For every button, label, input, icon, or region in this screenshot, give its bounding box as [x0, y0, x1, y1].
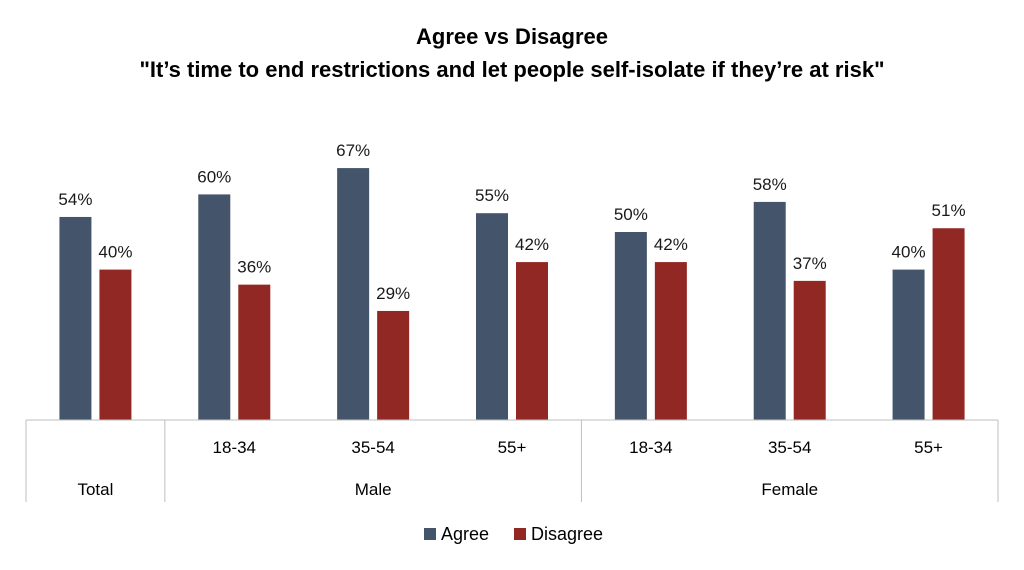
tick-label-2: 35-54: [351, 438, 394, 457]
data-label-agree-0: 54%: [58, 190, 92, 209]
tick-label-4: 18-34: [629, 438, 672, 457]
data-label-disagree-6: 51%: [932, 201, 966, 220]
data-label-agree-2: 67%: [336, 141, 370, 160]
tick-label-6: 55+: [914, 438, 943, 457]
legend-label-agree: Agree: [441, 524, 489, 544]
category-axis: Total 18-34 35-54 55+ Male 18-34 35-54 55+ Femal…: [25, 419, 999, 502]
tick-label-1: 18-34: [213, 438, 256, 457]
data-label-disagree-2: 29%: [376, 284, 410, 303]
bar-agree-5: [753, 201, 786, 420]
bar-disagree-4: [654, 262, 687, 420]
bar-agree-2: [337, 168, 370, 420]
group-label-0: Total: [77, 480, 113, 499]
bars-layer: 54% 40% 60% 36% 67% 29% 55% 42% 50% 42% 58% 37% 40% 5…: [58, 141, 966, 420]
tick-label-3: 55+: [498, 438, 527, 457]
bar-agree-4: [614, 232, 647, 420]
tick-label-5: 35-54: [768, 438, 811, 457]
data-label-agree-3: 55%: [475, 186, 509, 205]
data-label-disagree-5: 37%: [793, 254, 827, 273]
data-label-agree-5: 58%: [753, 175, 787, 194]
data-label-agree-6: 40%: [892, 243, 926, 262]
data-label-disagree-0: 40%: [98, 243, 132, 262]
data-label-agree-4: 50%: [614, 205, 648, 224]
bar-disagree-6: [932, 228, 965, 420]
legend: Agree Disagree: [424, 524, 603, 544]
bar-disagree-3: [516, 262, 548, 420]
bar-disagree-2: [377, 310, 410, 420]
legend-swatch-disagree: [514, 528, 526, 540]
data-label-disagree-4: 42%: [654, 235, 688, 254]
bar-disagree-5: [793, 280, 826, 420]
bar-disagree-1: [238, 284, 271, 420]
group-label-1: Male: [355, 480, 392, 499]
chart-title: Agree vs Disagree: [416, 24, 608, 49]
data-label-agree-1: 60%: [197, 167, 231, 186]
data-label-disagree-3: 42%: [515, 235, 549, 254]
chart-subtitle: "It’s time to end restrictions and let p…: [139, 57, 884, 82]
bar-agree-0: [59, 216, 92, 420]
data-label-disagree-1: 36%: [237, 258, 271, 277]
legend-label-disagree: Disagree: [531, 524, 603, 544]
legend-swatch-agree: [424, 528, 436, 540]
bar-agree-3: [476, 213, 508, 420]
bar-agree-1: [198, 194, 231, 420]
bar-agree-6: [892, 269, 925, 420]
bar-disagree-0: [99, 269, 132, 420]
group-label-2: Female: [761, 480, 818, 499]
